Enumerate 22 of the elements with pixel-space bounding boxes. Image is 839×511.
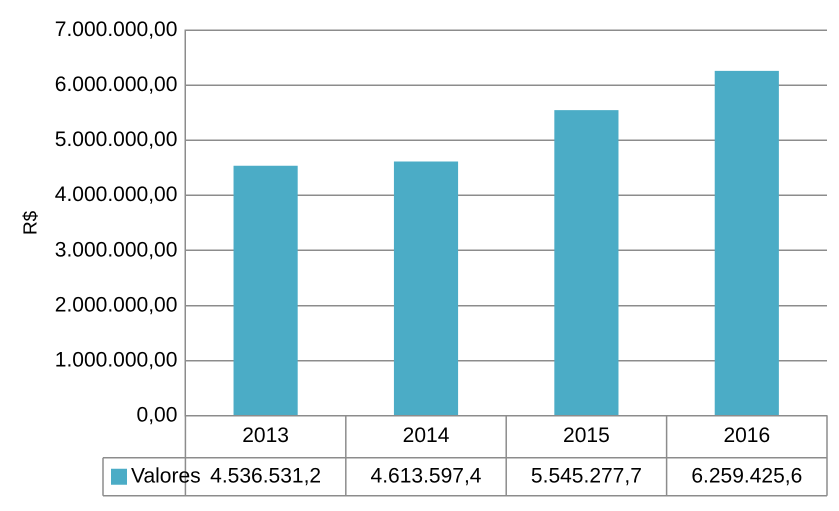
y-tick-label: 1.000.000,00: [54, 348, 178, 372]
x-tick-label: 2016: [723, 424, 770, 448]
y-axis-title: R$: [20, 210, 42, 236]
bar: [394, 162, 458, 416]
y-tick-label: 6.000.000,00: [54, 72, 178, 96]
data-label: 6.259.425,6: [691, 464, 802, 488]
data-label: 4.536.531,2: [210, 464, 322, 488]
bar: [714, 70, 779, 416]
y-tick-label: 7.000.000,00: [54, 18, 178, 41]
x-tick-label: 2014: [402, 424, 450, 448]
x-tick-label: 2015: [563, 424, 610, 448]
legend-label: Valores: [131, 464, 201, 488]
data-label: 5.545.277,7: [530, 464, 642, 488]
bar: [554, 110, 618, 416]
y-tick-label: 5.000.000,00: [54, 128, 178, 152]
data-label: 4.613.597,4: [370, 464, 482, 488]
y-tick-label: 2.000.000,00: [54, 293, 178, 316]
x-tick-label: 2013: [242, 424, 289, 448]
y-tick-label: 0,00: [136, 404, 178, 427]
bar: [234, 166, 298, 416]
y-tick-label: 3.000.000,00: [54, 238, 178, 262]
y-tick-label: 4.000.000,00: [54, 183, 178, 206]
